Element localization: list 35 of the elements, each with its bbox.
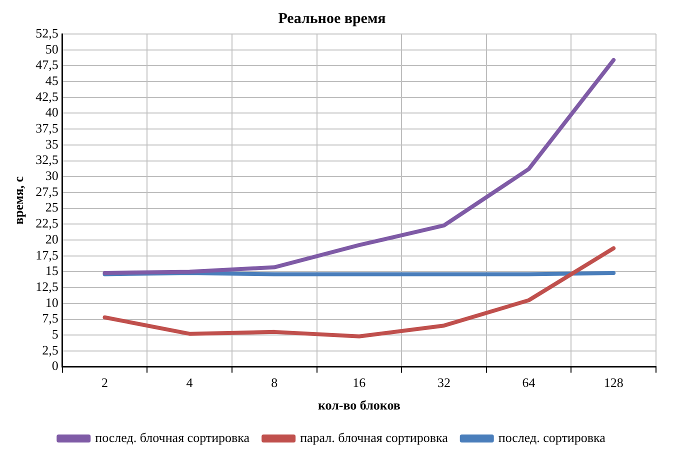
y-tick-label: 42,5: [36, 88, 58, 104]
y-tick-label: 45: [45, 72, 58, 88]
y-tick-label: 7,5: [42, 310, 58, 326]
y-tick-label: 25: [45, 200, 58, 215]
y-axis-title: время, с: [11, 176, 26, 224]
y-tick-label: 37,5: [36, 120, 58, 136]
x-tick-label: 8: [271, 375, 278, 390]
y-tick-label: 32,5: [36, 152, 58, 168]
chart-title: Реальное время: [278, 10, 386, 27]
x-tick-label: 4: [186, 375, 194, 390]
y-tick-label: 10: [45, 294, 58, 310]
x-axis-title: кол-во блоков: [318, 398, 400, 413]
legend-label: парал. блочная сортировка: [300, 430, 448, 445]
y-tick-label: 15: [45, 263, 58, 278]
x-tick-label: 2: [102, 375, 108, 390]
y-tick-label: 2,5: [42, 342, 58, 358]
y-tick-label: 27,5: [36, 184, 58, 199]
y-tick-label: 40: [45, 104, 58, 120]
x-tick-label: 32: [437, 375, 450, 390]
legend-label: послед. блочная сортировка: [95, 430, 250, 445]
x-tick-label: 128: [604, 375, 624, 390]
legend-label: послед. сортировка: [498, 430, 606, 445]
y-tick-label: 50: [45, 41, 58, 56]
y-tick-label: 17,5: [36, 247, 58, 262]
y-tick-label: 47,5: [36, 57, 58, 72]
y-tick-label: 5: [52, 326, 58, 342]
y-tick-label: 30: [45, 168, 58, 184]
y-tick-label: 0: [52, 358, 58, 374]
y-tick-label: 35: [45, 136, 58, 152]
y-tick-label: 20: [45, 231, 58, 246]
y-tick-label: 12,5: [36, 278, 58, 294]
y-tick-label: 22,5: [36, 216, 58, 231]
y-tick-label: 52,5: [36, 25, 58, 40]
x-tick-label: 64: [522, 375, 536, 390]
x-tick-label: 16: [352, 375, 366, 390]
